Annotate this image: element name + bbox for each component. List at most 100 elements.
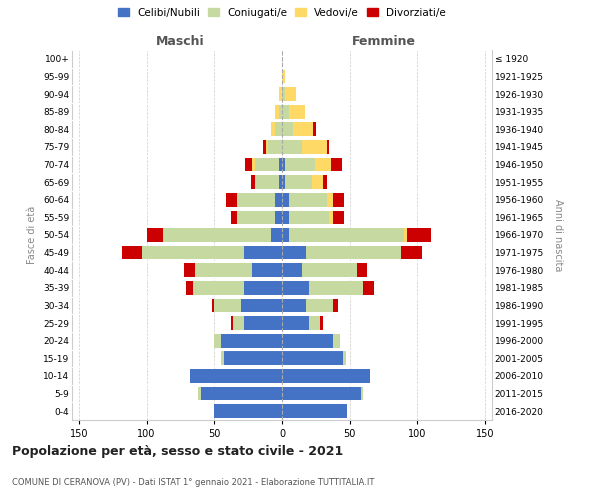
Bar [334, 210, 344, 224]
Bar [279, 176, 282, 189]
Bar [279, 158, 282, 172]
Bar [275, 105, 279, 118]
Bar [193, 281, 244, 294]
Bar [230, 210, 237, 224]
Y-axis label: Anni di nascita: Anni di nascita [553, 199, 563, 271]
Bar [282, 298, 307, 312]
Bar [237, 193, 275, 206]
Bar [285, 87, 296, 101]
Bar [309, 281, 363, 294]
Bar [307, 298, 334, 312]
Bar [407, 228, 431, 242]
Bar [230, 316, 233, 330]
Bar [244, 316, 282, 330]
Bar [184, 264, 195, 277]
Bar [282, 140, 302, 154]
Bar [289, 193, 327, 206]
Text: Popolazione per età, sesso e stato civile - 2021: Popolazione per età, sesso e stato civil… [12, 445, 343, 458]
Legend: Celibi/Nubili, Coniugati/e, Vedovi/e, Divorziati/e: Celibi/Nubili, Coniugati/e, Vedovi/e, Di… [114, 4, 450, 22]
Bar [221, 334, 282, 347]
Bar [313, 122, 316, 136]
Bar [282, 176, 285, 189]
Bar [282, 122, 293, 136]
Bar [282, 210, 289, 224]
Bar [282, 228, 289, 242]
Bar [201, 386, 282, 400]
Bar [212, 298, 214, 312]
Bar [293, 122, 313, 136]
Bar [282, 281, 309, 294]
Bar [146, 228, 163, 242]
Bar [334, 193, 344, 206]
Bar [282, 70, 285, 84]
Bar [285, 176, 312, 189]
Bar [214, 404, 282, 418]
Bar [302, 264, 356, 277]
Bar [245, 158, 252, 172]
Bar [271, 122, 275, 136]
Bar [343, 352, 346, 365]
Bar [327, 140, 329, 154]
Bar [275, 122, 282, 136]
Bar [282, 352, 343, 365]
Bar [279, 87, 282, 101]
Text: Maschi: Maschi [156, 34, 205, 48]
Bar [244, 246, 282, 260]
Bar [361, 386, 363, 400]
Bar [244, 281, 282, 294]
Bar [327, 193, 334, 206]
Bar [255, 176, 279, 189]
Bar [190, 369, 282, 383]
Bar [282, 158, 285, 172]
Bar [275, 210, 282, 224]
Bar [282, 87, 285, 101]
Bar [241, 298, 282, 312]
Bar [271, 228, 282, 242]
Bar [289, 228, 404, 242]
Bar [282, 246, 307, 260]
Bar [401, 246, 422, 260]
Bar [282, 334, 334, 347]
Bar [404, 228, 407, 242]
Bar [285, 158, 314, 172]
Bar [186, 281, 193, 294]
Bar [289, 105, 305, 118]
Bar [312, 176, 323, 189]
Bar [266, 140, 268, 154]
Bar [279, 105, 282, 118]
Bar [331, 158, 341, 172]
Bar [224, 352, 282, 365]
Bar [268, 140, 282, 154]
Bar [282, 404, 347, 418]
Bar [356, 264, 367, 277]
Bar [334, 298, 338, 312]
Bar [320, 316, 323, 330]
Bar [289, 210, 329, 224]
Bar [275, 193, 282, 206]
Bar [226, 193, 237, 206]
Bar [302, 140, 327, 154]
Bar [198, 386, 201, 400]
Bar [363, 281, 374, 294]
Text: Femmine: Femmine [352, 34, 416, 48]
Bar [282, 105, 289, 118]
Bar [329, 210, 334, 224]
Bar [282, 316, 309, 330]
Bar [282, 264, 302, 277]
Bar [142, 246, 244, 260]
Bar [122, 246, 142, 260]
Bar [252, 158, 255, 172]
Bar [252, 264, 282, 277]
Bar [163, 228, 271, 242]
Bar [237, 210, 275, 224]
Bar [263, 140, 266, 154]
Bar [282, 193, 289, 206]
Bar [195, 264, 252, 277]
Bar [314, 158, 331, 172]
Bar [282, 386, 361, 400]
Bar [214, 298, 241, 312]
Bar [251, 176, 255, 189]
Bar [307, 246, 401, 260]
Bar [309, 316, 320, 330]
Bar [233, 316, 244, 330]
